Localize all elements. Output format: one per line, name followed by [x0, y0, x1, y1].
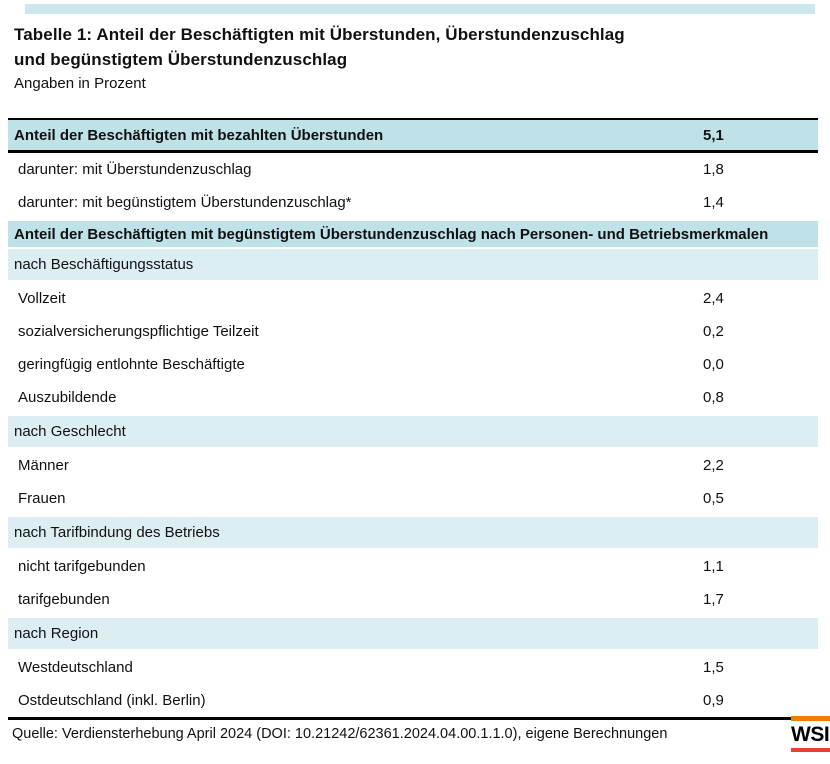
logo-top-bar — [791, 716, 830, 721]
row-label: Westdeutschland — [18, 659, 133, 676]
table-row: Westdeutschland 1,5 — [8, 651, 818, 684]
table-row: Auszubildende 0,8 — [8, 381, 818, 414]
table-row: nach Region — [8, 618, 818, 649]
row-label: nach Region — [14, 625, 99, 642]
table-subtitle: Angaben in Prozent — [14, 75, 146, 92]
row-value: 0,5 — [703, 490, 724, 507]
row-value: 0,9 — [703, 692, 724, 709]
table-row: Ostdeutschland (inkl. Berlin) 0,9 — [8, 684, 818, 717]
table-row: darunter: mit begünstigtem Überstundenzu… — [8, 186, 818, 219]
row-value: 1,8 — [703, 161, 724, 178]
row-label: Männer — [18, 457, 69, 474]
row-value: 1,4 — [703, 194, 724, 211]
row-value: 0,8 — [703, 389, 724, 406]
row-label: Anteil der Beschäftigten mit begünstigte… — [14, 225, 769, 243]
row-label: tarifgebunden — [18, 591, 110, 608]
row-label: Auszubildende — [18, 389, 117, 406]
table-row: sozialversicherungspflichtige Teilzeit 0,… — [8, 315, 818, 348]
row-value: 2,4 — [703, 290, 724, 307]
row-value: 2,2 — [703, 457, 724, 474]
table-row: geringfügig entlohnte Beschäftigte 0,0 — [8, 348, 818, 381]
row-label: nach Beschäftigungsstatus — [14, 256, 194, 273]
table-row: Anteil der Beschäftigten mit bezahlten Ü… — [8, 118, 818, 153]
row-value: 1,7 — [703, 591, 724, 608]
table-row: Frauen 0,5 — [8, 482, 818, 515]
table-title-line1: Tabelle 1: Anteil der Beschäftigten mit … — [14, 25, 625, 44]
row-value: 5,1 — [703, 126, 724, 144]
table-row: darunter: mit Überstundenzuschlag 1,8 — [8, 153, 818, 186]
row-value: 0,2 — [703, 323, 724, 340]
row-label: sozialversicherungspflichtige Teilzeit — [18, 323, 259, 340]
row-label: Frauen — [18, 490, 66, 507]
table-row: Anteil der Beschäftigten mit begünstigte… — [8, 221, 818, 247]
title-block: Tabelle 1: Anteil der Beschäftigten mit … — [14, 22, 794, 95]
table-row: nach Geschlecht — [8, 416, 818, 447]
row-value: 0,0 — [703, 356, 724, 373]
logo-text: WSI — [791, 723, 830, 746]
row-value: 1,5 — [703, 659, 724, 676]
table-title-line2: und begünstigtem Überstundenzuschlag — [14, 50, 348, 69]
table-row: nach Tarifbindung des Betriebs — [8, 517, 818, 548]
row-label: Anteil der Beschäftigten mit bezahlten Ü… — [14, 126, 384, 144]
table: Anteil der Beschäftigten mit bezahlten Ü… — [8, 118, 818, 720]
row-value: 1,1 — [703, 558, 724, 575]
table-row: Vollzeit 2,4 — [8, 282, 818, 315]
row-label: Ostdeutschland (inkl. Berlin) — [18, 692, 206, 709]
row-label: darunter: mit Überstundenzuschlag — [18, 161, 252, 178]
table-row: tarifgebunden 1,7 — [8, 583, 818, 616]
top-accent-strip — [25, 4, 815, 14]
table-row: Männer 2,2 — [8, 449, 818, 482]
table-row: nicht tarifgebunden 1,1 — [8, 550, 818, 583]
row-label: nicht tarifgebunden — [18, 558, 146, 575]
row-label: darunter: mit begünstigtem Überstundenzu… — [18, 194, 352, 211]
table-row: nach Beschäftigungsstatus — [8, 249, 818, 280]
wsi-logo: WSI — [791, 716, 830, 752]
logo-bottom-bar — [791, 748, 830, 752]
row-label: nach Tarifbindung des Betriebs — [14, 524, 220, 541]
row-label: nach Geschlecht — [14, 423, 126, 440]
source-note: Quelle: Verdiensterhebung April 2024 (DO… — [12, 726, 668, 742]
row-label: geringfügig entlohnte Beschäftigte — [18, 356, 245, 373]
row-label: Vollzeit — [18, 290, 66, 307]
